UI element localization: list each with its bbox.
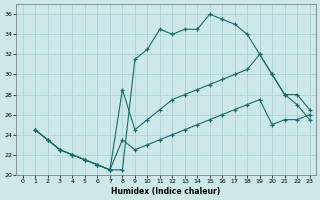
X-axis label: Humidex (Indice chaleur): Humidex (Indice chaleur) xyxy=(111,187,221,196)
